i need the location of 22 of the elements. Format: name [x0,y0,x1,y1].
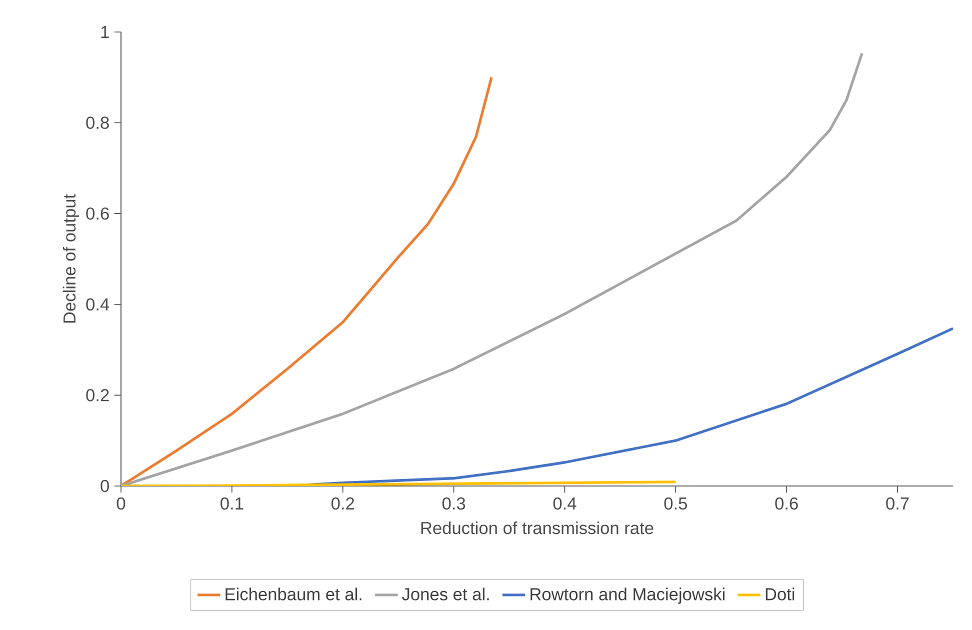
x-tick-label: 0.1 [220,497,244,510]
y-tick-label: 0.6 [86,207,109,220]
line-series [121,52,864,486]
x-tick-label: 0.6 [775,497,798,510]
x-tick-label: 0.4 [553,497,576,510]
legend-label: Eichenbaum et al. [226,588,362,600]
y-tick-label: 0.2 [86,389,109,402]
legend-label: Jones et al. [402,588,489,600]
x-tick-label: 0.5 [664,497,687,510]
line-series [121,76,493,486]
y-tick-label: 0.8 [86,116,109,129]
x-tick-label: 0.7 [886,497,909,510]
x-tick-label: 0.3 [442,497,466,510]
legend-label: Doti [766,588,794,600]
y-tick-label: 1 [101,26,109,38]
y-axis-title: Decline of output [62,194,80,323]
x-tick-label: 0 [116,497,126,510]
y-tick-label: 0.4 [86,298,110,311]
legend-label: Rowtorn and Maciejowski [530,588,724,604]
y-tick-label: 0 [100,480,109,492]
x-axis-title: Reduction of transmission rate [421,521,654,534]
x-tick-label: 0.2 [331,497,354,510]
